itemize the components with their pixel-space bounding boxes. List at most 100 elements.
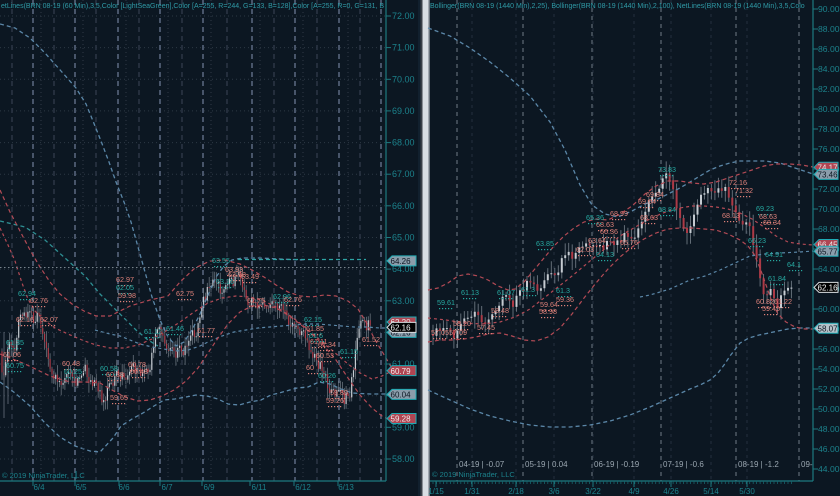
- svg-text:63.85: 63.85: [536, 239, 554, 248]
- svg-text:59.89: 59.89: [330, 388, 348, 397]
- svg-text:68.63: 68.63: [759, 212, 777, 221]
- svg-text:6/7: 6/7: [161, 483, 173, 492]
- svg-text:62.16: 62.16: [16, 315, 34, 324]
- svg-text:66.00: 66.00: [392, 201, 415, 211]
- svg-text:64.91: 64.91: [765, 250, 783, 259]
- svg-text:62.07: 62.07: [40, 315, 58, 324]
- svg-text:60.38: 60.38: [106, 370, 124, 379]
- svg-text:62.97: 62.97: [116, 275, 134, 284]
- svg-text:62.75: 62.75: [176, 289, 194, 298]
- svg-text:68.34: 68.34: [763, 218, 781, 227]
- svg-text:86.00: 86.00: [818, 44, 840, 54]
- svg-text:65.00: 65.00: [392, 233, 415, 243]
- svg-text:59.65: 59.65: [110, 393, 128, 402]
- svg-text:62.75: 62.75: [247, 296, 265, 305]
- svg-text:60.48: 60.48: [62, 359, 80, 368]
- svg-text:3/6: 3/6: [548, 487, 560, 496]
- svg-text:60.82: 60.82: [756, 297, 774, 306]
- svg-text:65.76: 65.76: [620, 238, 638, 247]
- svg-text:60.58: 60.58: [100, 364, 118, 373]
- svg-text:64.13: 64.13: [596, 250, 614, 259]
- svg-text:72.16: 72.16: [729, 178, 747, 187]
- svg-text:44.00: 44.00: [818, 464, 840, 474]
- svg-text:68.84: 68.84: [658, 205, 676, 214]
- svg-text:57.45: 57.45: [477, 323, 495, 332]
- svg-text:© 2019 NinjaTrader, LLC: © 2019 NinjaTrader, LLC: [432, 470, 515, 479]
- svg-text:64.1: 64.1: [787, 260, 801, 269]
- svg-text:68.13: 68.13: [722, 211, 740, 220]
- svg-text:62.16: 62.16: [391, 324, 412, 333]
- svg-text:60.25: 60.25: [64, 367, 82, 376]
- svg-text:63.93: 63.93: [225, 265, 243, 274]
- svg-text:60.04: 60.04: [391, 391, 412, 400]
- svg-text:60.78: 60.78: [128, 360, 146, 369]
- svg-text:70.00: 70.00: [392, 74, 415, 84]
- svg-text:63.55: 63.55: [212, 256, 230, 265]
- svg-text:73.83: 73.83: [658, 165, 676, 174]
- svg-text:61.3: 61.3: [521, 285, 535, 294]
- svg-text:59.00: 59.00: [392, 422, 415, 432]
- svg-text:61.6: 61.6: [309, 331, 323, 340]
- svg-text:62.16: 62.16: [391, 329, 412, 338]
- svg-text:69.64: 69.64: [638, 197, 656, 206]
- svg-text:65.36: 65.36: [586, 213, 604, 222]
- svg-text:61.52: 61.52: [362, 335, 380, 344]
- svg-text:71.00: 71.00: [392, 43, 415, 53]
- svg-text:59.36: 59.36: [556, 295, 574, 304]
- svg-text:61.22: 61.22: [774, 297, 792, 306]
- svg-text:61.84: 61.84: [768, 274, 786, 283]
- svg-text:68.63: 68.63: [596, 220, 614, 229]
- svg-text:Bollinger(BRN 08-19 (1440 Min): Bollinger(BRN 08-19 (1440 Min),2,25), Bo…: [430, 3, 805, 10]
- svg-text:61.07: 61.07: [497, 288, 515, 297]
- svg-text:2/18: 2/18: [508, 487, 524, 496]
- svg-text:71.32: 71.32: [735, 186, 753, 195]
- svg-text:68.00: 68.00: [392, 138, 415, 148]
- svg-text:1/15: 1/15: [428, 487, 444, 496]
- svg-text:76.00: 76.00: [818, 144, 840, 154]
- svg-text:1/31: 1/31: [464, 487, 480, 496]
- svg-text:08-19 | -1.2: 08-19 | -1.2: [738, 460, 779, 469]
- svg-text:61.34: 61.34: [318, 340, 336, 349]
- svg-text:58.07: 58.07: [818, 325, 839, 334]
- svg-text:65.77: 65.77: [818, 248, 839, 257]
- svg-text:62.94: 62.94: [18, 289, 36, 298]
- svg-text:59.98: 59.98: [118, 291, 136, 300]
- svg-text:69.00: 69.00: [392, 106, 415, 116]
- svg-text:6/6: 6/6: [118, 483, 130, 492]
- svg-text:56.00: 56.00: [818, 344, 840, 354]
- svg-text:60.00: 60.00: [818, 304, 840, 314]
- svg-text:46.00: 46.00: [818, 444, 840, 454]
- svg-text:78.00: 78.00: [818, 124, 840, 134]
- svg-text:3/22: 3/22: [585, 487, 601, 496]
- svg-text:52.00: 52.00: [818, 384, 840, 394]
- svg-text:63.49: 63.49: [241, 272, 259, 281]
- svg-text:06-19 | -0.19: 06-19 | -0.19: [594, 460, 640, 469]
- svg-text:61.11: 61.11: [310, 337, 327, 346]
- svg-text:61.46: 61.46: [166, 324, 184, 333]
- svg-text:63.00: 63.00: [392, 296, 415, 306]
- svg-text:58.48: 58.48: [491, 306, 509, 315]
- svg-text:58.98: 58.98: [539, 307, 557, 316]
- svg-text:69.84: 69.84: [646, 190, 664, 199]
- svg-text:48.00: 48.00: [818, 424, 840, 434]
- svg-text:68.63: 68.63: [640, 213, 658, 222]
- svg-text:67.00: 67.00: [392, 169, 415, 179]
- svg-text:61.85: 61.85: [306, 324, 324, 333]
- svg-text:59.28: 59.28: [391, 415, 412, 424]
- svg-text:74.17: 74.17: [818, 164, 839, 173]
- svg-text:61.3: 61.3: [556, 286, 570, 295]
- svg-text:63.16: 63.16: [216, 277, 234, 286]
- svg-text:59.45: 59.45: [762, 304, 780, 313]
- svg-text:64.00: 64.00: [392, 264, 415, 274]
- svg-text:66.23: 66.23: [748, 236, 766, 245]
- svg-text:72.00: 72.00: [818, 184, 840, 194]
- svg-text:05-19 | 0.04: 05-19 | 0.04: [525, 460, 568, 469]
- svg-text:60: 60: [306, 363, 314, 372]
- svg-text:59.61: 59.61: [437, 298, 455, 307]
- svg-text:59.64: 59.64: [540, 300, 558, 309]
- svg-text:66.45: 66.45: [818, 241, 839, 250]
- svg-text:61.13: 61.13: [461, 288, 479, 297]
- svg-text:68.00: 68.00: [818, 224, 840, 234]
- svg-text:6/5: 6/5: [75, 483, 87, 492]
- svg-text:57.05: 57.05: [431, 328, 449, 337]
